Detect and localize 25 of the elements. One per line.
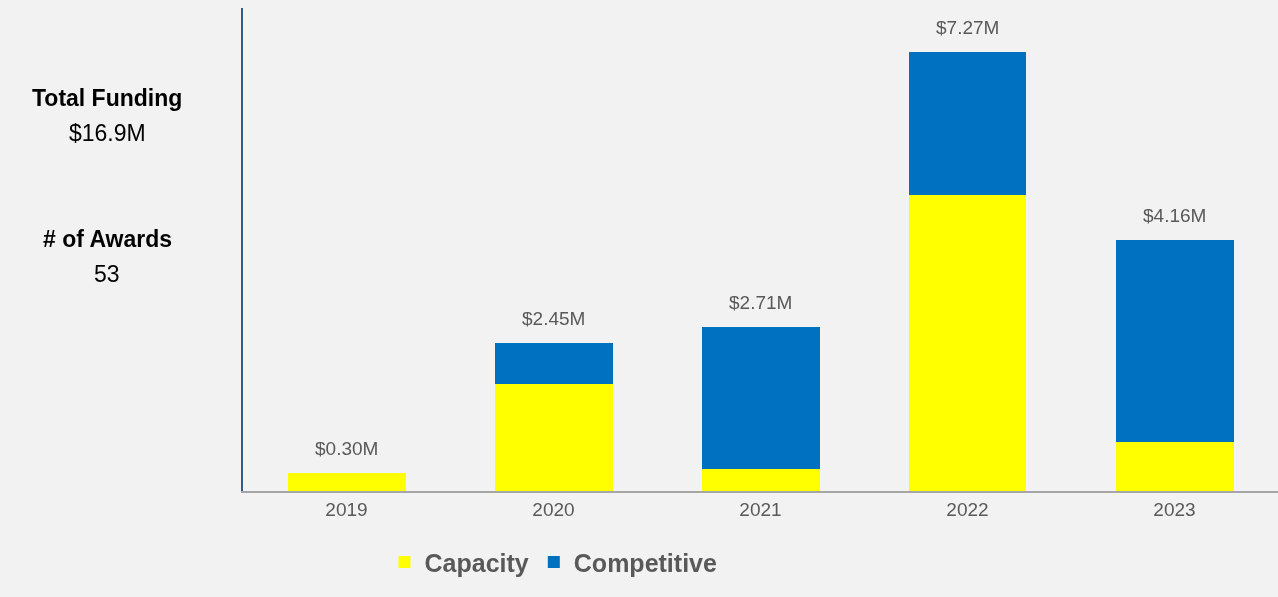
x-tick-label: 2022 — [946, 498, 989, 520]
text: $16.9M — [69, 120, 146, 146]
text: 53 — [94, 261, 120, 287]
text: Total Funding — [32, 85, 183, 111]
annotation: $2.71M — [729, 292, 793, 313]
bar — [908, 51, 1027, 196]
bar — [1115, 442, 1234, 491]
x-tick-label: 2021 — [739, 498, 782, 520]
legend-label: Capacity — [424, 548, 529, 577]
annotation: $0.30M — [315, 438, 379, 459]
x-tick-label: 2019 — [325, 498, 368, 520]
bar — [494, 343, 613, 385]
bar — [701, 327, 820, 470]
bar — [1115, 239, 1234, 443]
bar — [701, 469, 820, 491]
legend-label: Competitive — [573, 548, 717, 577]
text: # of Awards — [43, 226, 173, 252]
x-tick-label: 2020 — [532, 498, 575, 520]
x-tick-label: 2023 — [1153, 498, 1196, 520]
annotation: $4.16M — [1143, 205, 1207, 226]
bar — [287, 473, 406, 491]
bar — [494, 384, 613, 491]
bar — [908, 195, 1027, 491]
annotation: $7.27M — [936, 17, 1000, 38]
annotation: $2.45M — [522, 308, 586, 329]
